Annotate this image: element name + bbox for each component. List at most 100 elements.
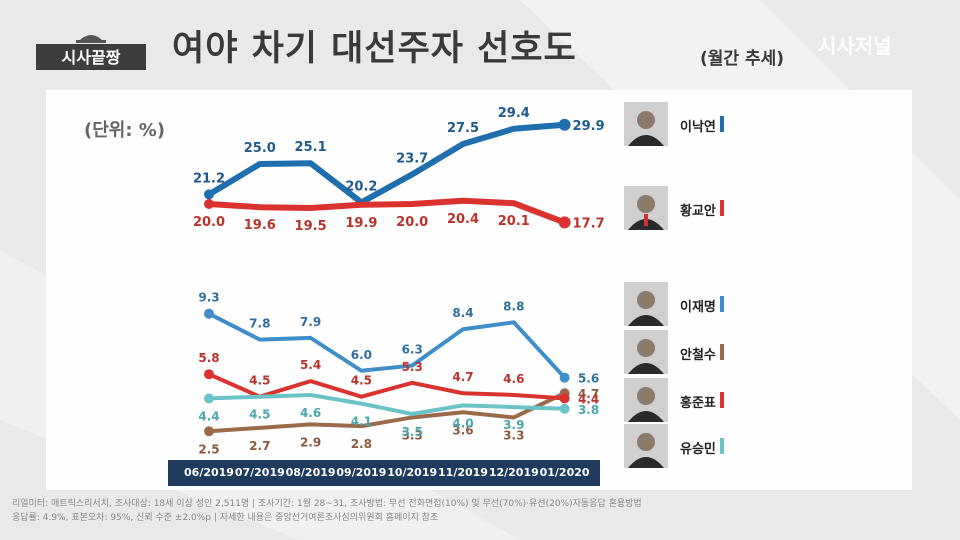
candidate-name: 이재명 (680, 300, 716, 315)
data-label: 8.8 (503, 299, 524, 313)
logo-text: 시사끝짱 (62, 48, 121, 67)
candidate-photo (624, 378, 668, 422)
candidate-photo (624, 330, 668, 374)
data-label: 3.9 (503, 418, 524, 432)
series-line (208, 197, 566, 226)
legend-marker (720, 116, 724, 132)
page-title: 여야 차기 대선주자 선호도 (172, 29, 577, 69)
data-label: 5.6 (578, 372, 599, 386)
series-endpoint (559, 372, 570, 383)
data-label: 7.9 (300, 315, 321, 329)
data-label: 4.6 (503, 372, 524, 386)
data-label: 19.5 (295, 219, 327, 234)
candidate-ahn-cheolsoo: 안철수 (624, 330, 724, 374)
data-label: 23.7 (396, 151, 428, 166)
legend-marker (720, 296, 724, 312)
data-label: 19.6 (244, 218, 276, 233)
data-label: 17.7 (573, 216, 605, 231)
series-line (208, 391, 566, 434)
series-startpoint (204, 393, 214, 404)
series-line (207, 121, 565, 206)
data-label: 3.8 (578, 403, 599, 417)
candidate-photo (624, 424, 668, 468)
legend-marker (720, 438, 724, 454)
chart-panel (46, 90, 912, 490)
legend-marker (720, 344, 724, 360)
candidate-lee-nakyon: 이낙연 (624, 102, 724, 146)
data-label: 4.5 (249, 408, 270, 422)
data-label: 5.8 (198, 351, 219, 365)
data-label: 4.7 (452, 370, 473, 384)
data-label: 6.3 (402, 343, 423, 357)
data-label: 4.5 (249, 374, 270, 388)
candidate-lee-jaemyung: 이재명 (624, 282, 724, 326)
data-label: 20.1 (498, 214, 530, 229)
candidate-hong-joonpyo: 홍준표 (624, 378, 724, 422)
unit-label: (단위: %) (84, 120, 166, 141)
x-tick-label: 07/2019 (234, 466, 285, 479)
data-label: 29.4 (498, 106, 530, 121)
data-label: 19.9 (345, 216, 377, 231)
data-label: 3.5 (402, 425, 423, 439)
legend-marker (720, 200, 724, 216)
footnote-line-2: 응답률: 4.9%, 표본오차: 95%, 신뢰 수준 ±2.0%p | 자세한… (12, 513, 439, 523)
x-tick-label: 12/2019 (488, 466, 539, 479)
data-label: 4.6 (300, 406, 321, 420)
data-label: 2.7 (249, 439, 270, 453)
data-label: 4.4 (578, 392, 599, 406)
data-label: 3.3 (503, 428, 524, 442)
data-label: 2.9 (300, 435, 321, 449)
data-label: 4.1 (351, 415, 372, 429)
data-label: 8.4 (452, 306, 473, 320)
candidate-name: 이낙연 (680, 120, 716, 135)
data-label: 4.7 (578, 387, 599, 401)
series-endpoint (558, 216, 571, 229)
candidate-hwang-kyoahn: 황교안 (624, 186, 724, 230)
series-startpoint (204, 369, 214, 380)
data-label: 3.3 (402, 428, 423, 442)
x-tick-label: 06/2019 (184, 466, 234, 479)
data-label: 3.6 (452, 423, 473, 437)
series-startpoint (204, 189, 214, 200)
x-axis-bar (168, 460, 600, 486)
x-tick-label: 01/2020 (539, 466, 590, 479)
data-label: 7.8 (249, 317, 270, 331)
data-label: 20.2 (345, 179, 377, 194)
data-label: 9.3 (198, 291, 219, 305)
logo: 시사끝짱 (36, 35, 146, 70)
data-label: 25.1 (295, 140, 327, 155)
data-label: 4.5 (351, 374, 372, 388)
data-label: 2.5 (198, 442, 219, 456)
candidate-name: 황교안 (680, 204, 716, 219)
data-label: 20.4 (447, 212, 479, 227)
candidate-photo (624, 282, 668, 326)
candidate-photo (624, 102, 668, 146)
series-line (208, 392, 565, 416)
data-label: 4.0 (452, 416, 473, 430)
x-tick-label: 08/2019 (285, 466, 336, 479)
series-startpoint (204, 199, 214, 209)
series-startpoint (204, 426, 214, 437)
data-label: 5.3 (402, 360, 423, 374)
x-tick-label: 09/2019 (336, 466, 387, 479)
candidate-name: 안철수 (680, 348, 716, 363)
data-label: 20.0 (396, 215, 428, 230)
series-endpoint (559, 403, 570, 414)
x-tick-label: 11/2019 (438, 466, 488, 479)
series-endpoint (559, 393, 570, 404)
series-line (208, 311, 567, 380)
data-label: 6.0 (351, 348, 372, 362)
page-subtitle: (월간 추세) (700, 49, 785, 69)
data-label: 4.4 (198, 409, 219, 423)
header: 시사끝짱 여야 차기 대선주자 선호도 (월간 추세) 시사저널 (0, 0, 960, 82)
data-label: 21.2 (193, 171, 225, 186)
brand-logo: 시사저널 (818, 34, 892, 58)
candidate-photo (624, 186, 668, 230)
data-label: 2.8 (351, 437, 372, 451)
series-line (208, 372, 565, 401)
series-endpoint (558, 118, 571, 131)
data-label: 25.0 (244, 141, 276, 156)
footnote-line-1: 리얼미터: 매트릭스리서치, 조사대상: 18세 이상 성인 2,511명 | … (12, 499, 642, 509)
data-label: 29.9 (573, 119, 605, 134)
